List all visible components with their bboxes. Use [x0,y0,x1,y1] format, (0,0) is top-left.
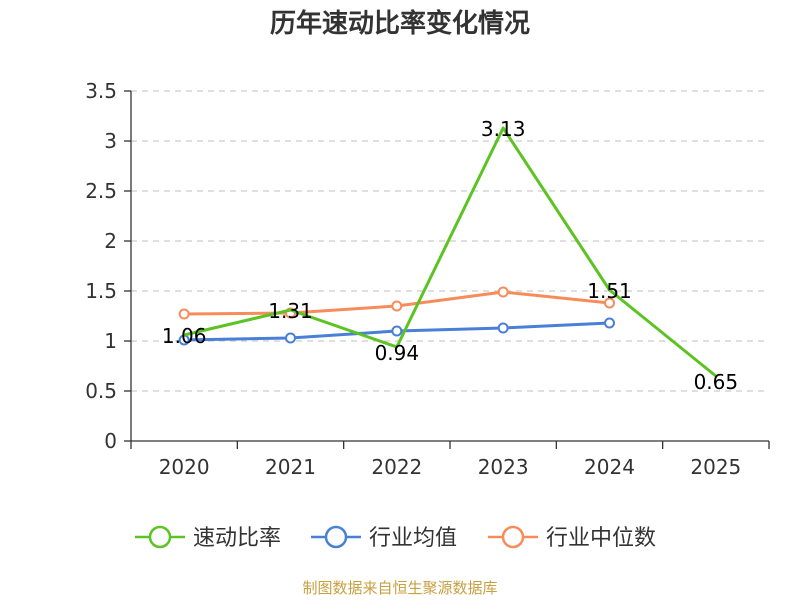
data-label: 1.51 [587,279,632,303]
series-point [178,308,190,320]
series-point [285,332,296,344]
axes: 0 0.5 1 1.5 2 2.5 3 3.5 2020 2021 2022 2023 2024 2025 [85,79,770,479]
legend-marker-icon [501,525,525,549]
x-tick-label: 2025 [690,455,741,479]
data-label: 0.65 [694,370,739,394]
y-tick-label: 0 [104,429,117,453]
legend-marker-icon [324,525,348,549]
series-point [391,300,403,312]
series-point [391,325,403,337]
series-point [604,317,615,329]
data-label: 1.06 [162,324,207,348]
source-note: 制图数据来自恒生聚源数据库 [302,579,498,597]
legend-label: 行业均值 [369,526,457,551]
data-label: 0.94 [375,341,420,365]
series-point [497,322,509,334]
x-tick-label: 2021 [265,455,316,479]
y-tick-label: 0.5 [85,379,117,403]
y-tick-label: 3 [104,129,117,153]
y-tick-label: 3.5 [85,79,117,103]
series-line [182,126,718,378]
y-tick-label: 1.5 [85,279,117,303]
legend: 速动比率 行业均值 行业中位数 [135,525,656,551]
series-lines [178,126,718,378]
legend-label: 行业中位数 [546,526,656,551]
y-tick-label: 2 [104,229,117,253]
x-tick-label: 2022 [371,455,422,479]
series-point [604,297,615,309]
legend-item[interactable]: 行业均值 [311,525,457,551]
data-labels: 1.06 1.31 0.94 3.13 1.51 0.65 [162,117,738,394]
chart-title: 历年速动比率变化情况 [269,9,530,39]
x-tick-label: 2024 [584,455,635,479]
legend-item[interactable]: 行业中位数 [488,525,656,551]
legend-label: 速动比率 [193,526,281,551]
data-label: 3.13 [481,117,526,141]
x-tick-label: 2020 [159,455,210,479]
series-point [497,286,509,298]
data-label: 1.31 [268,299,313,323]
legend-marker-icon [148,525,172,549]
y-tick-label: 1 [104,329,117,353]
x-tick-label: 2023 [478,455,529,479]
legend-item[interactable]: 速动比率 [135,525,281,551]
y-tick-label: 2.5 [85,179,117,203]
grid-lines [131,90,769,392]
